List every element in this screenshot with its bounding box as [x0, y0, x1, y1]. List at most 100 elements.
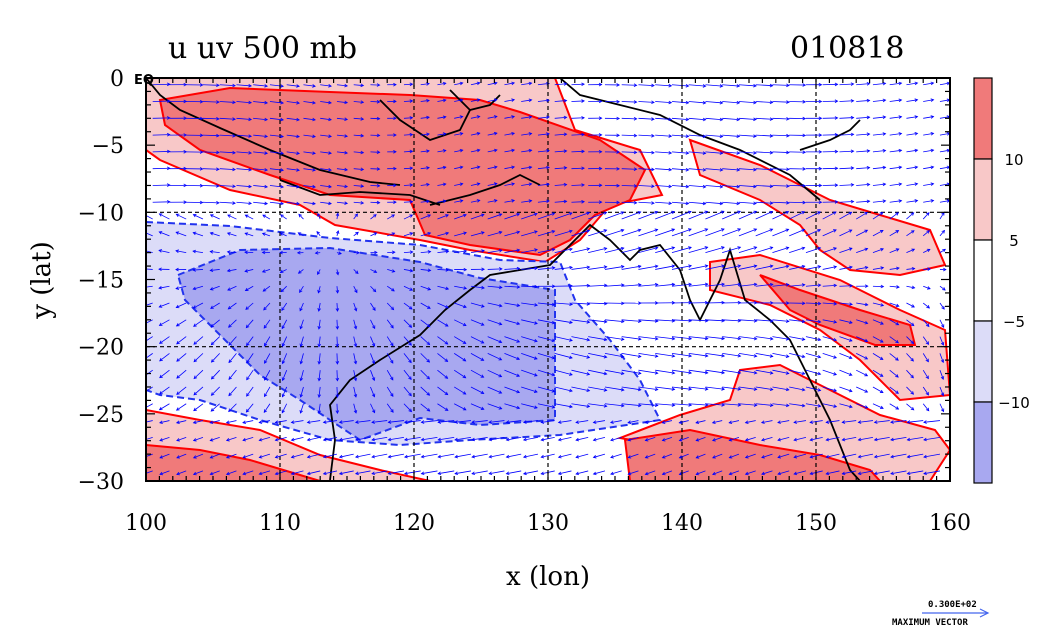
wind-vector-head: [557, 454, 562, 459]
wind-vector: [236, 134, 252, 137]
wind-vector-head: [454, 437, 458, 442]
wind-vector: [318, 336, 321, 347]
wind-vector: [571, 212, 590, 220]
wind-vector-head: [242, 438, 247, 442]
wind-vector-head: [769, 336, 774, 341]
wind-vector-head: [344, 184, 349, 189]
wind-vector-head: [637, 337, 642, 341]
wind-vector: [176, 369, 187, 379]
wind-vector-head: [685, 168, 690, 172]
wind-vector-head: [879, 339, 884, 343]
wind-vector-head: [142, 231, 145, 234]
wind-vector: [454, 436, 472, 441]
wind-vector: [537, 200, 550, 203]
wind-vector-head: [226, 268, 231, 273]
wind-vector-head: [702, 151, 707, 155]
java-south-coast: [279, 179, 441, 206]
wind-vector-head: [817, 211, 821, 215]
wind-vector-head: [833, 404, 838, 408]
wind-vector-head: [328, 117, 332, 122]
wind-vector-head: [801, 211, 806, 215]
wind-vector: [872, 200, 886, 203]
wind-vector-head: [702, 100, 707, 105]
wind-vector-head: [702, 184, 707, 189]
wind-vector-head: [528, 115, 533, 119]
wind-vector-head: [232, 100, 236, 105]
wind-vector-head: [244, 269, 249, 273]
wind-vector: [487, 82, 497, 86]
wind-vector: [805, 386, 821, 391]
wind-vector: [226, 453, 237, 459]
wind-vector-head: [678, 438, 683, 442]
wind-vector-head: [668, 151, 673, 155]
wind-vector: [323, 420, 338, 423]
wind-vector: [571, 319, 590, 323]
wind-vector: [299, 286, 304, 293]
wind-vector: [722, 386, 741, 390]
wind-vector-head: [540, 420, 545, 424]
wind-vector-head: [753, 134, 757, 138]
wind-vector-head: [769, 150, 774, 155]
wind-vector: [504, 149, 515, 153]
borneo-coast: [379, 89, 472, 141]
wind-vector: [523, 453, 539, 458]
wind-vector: [688, 168, 706, 171]
wind-vector: [521, 166, 532, 170]
wind-vector: [722, 84, 740, 87]
wind-vector-head: [592, 420, 597, 424]
wind-vector-head: [209, 420, 214, 424]
wind-vector-head: [142, 304, 145, 307]
wind-vector-head: [511, 199, 516, 203]
wind-vector: [386, 386, 394, 397]
wind-vector: [655, 319, 675, 322]
wind-vector-head: [736, 100, 741, 105]
wind-vector: [437, 336, 448, 345]
wind-vector: [320, 117, 332, 121]
wind-vector-head: [454, 454, 459, 459]
wind-vector-head: [633, 150, 638, 155]
wind-vector-head: [850, 149, 855, 154]
wind-vector: [504, 319, 520, 325]
wind-vector-head: [481, 285, 485, 290]
wind-vector: [761, 420, 773, 424]
wind-vector-head: [719, 100, 724, 105]
wind-vector: [388, 453, 405, 458]
wind-vector-head: [911, 248, 916, 252]
wind-vector-head: [719, 201, 724, 206]
wind-vector-head: [227, 214, 231, 218]
wind-vector-head: [603, 337, 608, 342]
wind-vector-head: [463, 267, 468, 272]
wind-vector: [638, 151, 655, 154]
wind-vector: [282, 336, 288, 347]
wind-vector-head: [445, 231, 450, 236]
wind-vector-head: [228, 342, 232, 346]
wind-vector: [889, 133, 902, 136]
wind-vector: [202, 185, 219, 187]
wind-vector: [695, 420, 706, 424]
wind-vector-head: [651, 100, 655, 105]
wind-vector-head: [463, 249, 468, 254]
wind-vector-head: [882, 81, 887, 86]
wind-vector-head: [736, 117, 741, 122]
wind-vector-head: [409, 116, 414, 120]
wind-vector-head: [426, 408, 431, 412]
wind-vector: [738, 151, 757, 154]
wind-vector: [906, 319, 915, 326]
wind-vector-head: [264, 134, 269, 139]
wind-vector-head: [695, 420, 700, 424]
wind-vector: [772, 386, 789, 391]
wind-vector-head: [719, 117, 724, 122]
wind-vector: [264, 369, 271, 381]
wind-vector: [805, 229, 821, 237]
wind-vector: [789, 265, 805, 270]
wind-vector-head: [409, 149, 414, 154]
wind-vector-head: [882, 132, 887, 136]
wind-vector: [318, 302, 321, 312]
wind-vector: [387, 214, 395, 220]
wind-vector-head: [317, 394, 322, 398]
wind-vector-head: [834, 99, 839, 103]
wind-vector-head: [882, 149, 887, 153]
wind-vector: [420, 336, 430, 345]
wind-vector: [263, 319, 271, 329]
wind-vector-head: [373, 214, 377, 218]
